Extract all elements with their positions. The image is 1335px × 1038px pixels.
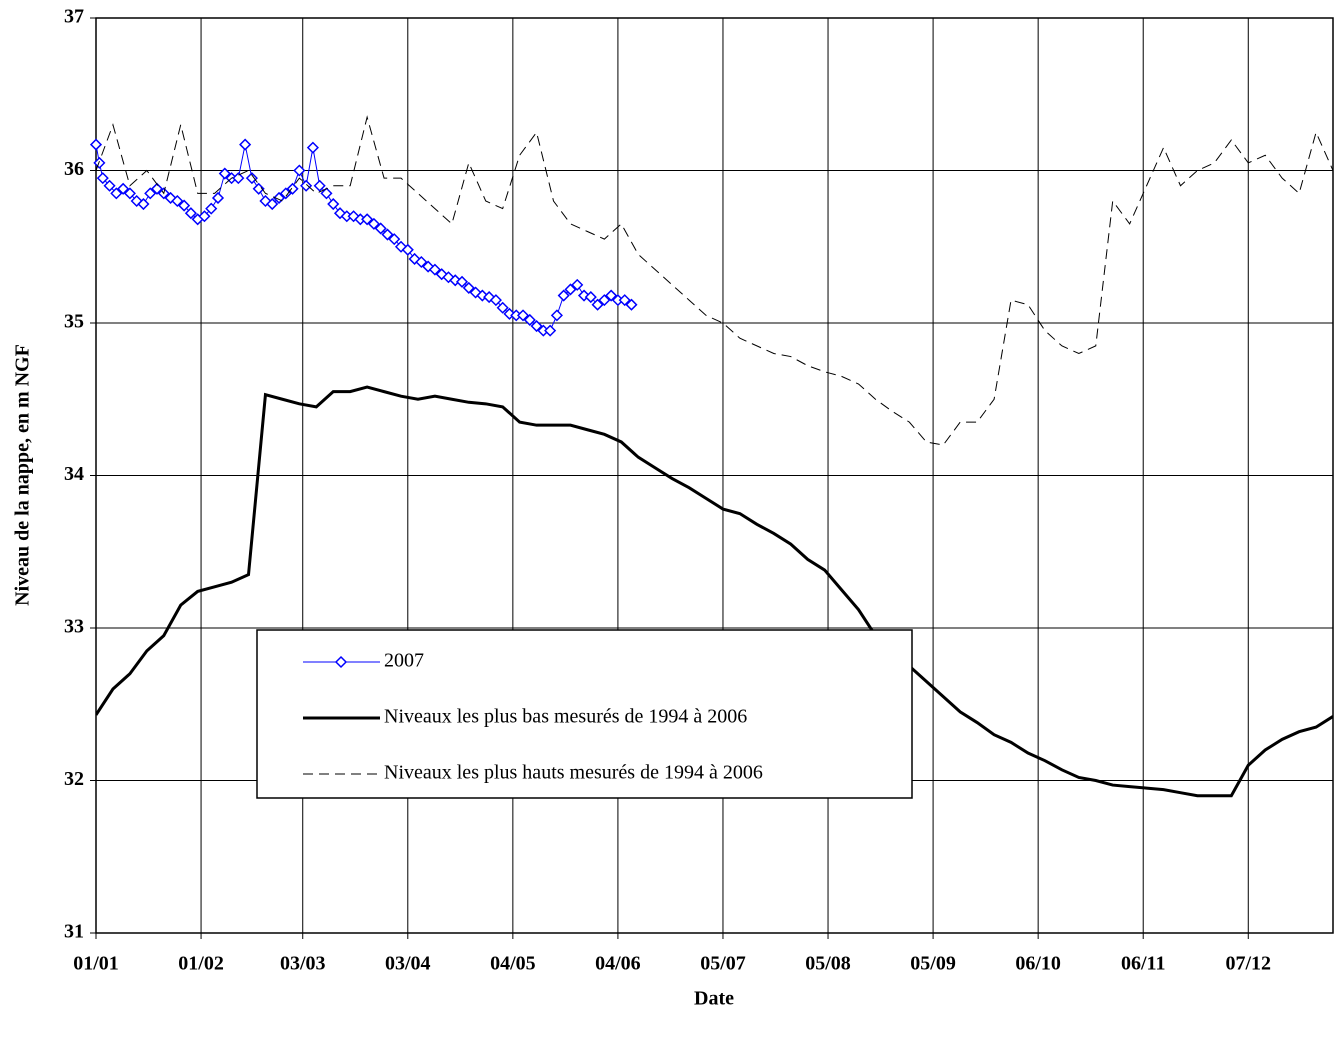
x-tick-label: 03/03 [280, 953, 326, 975]
legend-label: 2007 [384, 650, 424, 672]
data-point [198, 210, 211, 223]
data-point [544, 324, 557, 337]
x-tick-label: 04/06 [595, 953, 641, 975]
data-point [239, 138, 252, 151]
legend-box [256, 629, 913, 799]
data-point [333, 207, 347, 220]
x-tick-label: 07/12 [1225, 953, 1271, 975]
data-point [361, 213, 374, 226]
y-tick-label: 32 [64, 768, 84, 790]
x-tick-label: 01/01 [73, 953, 119, 975]
data-point [117, 182, 130, 195]
x-tick-label: 05/07 [700, 953, 746, 975]
y-tick-label: 34 [64, 463, 84, 485]
series-line [96, 144, 632, 332]
x-tick-label: 06/10 [1015, 953, 1061, 975]
data-point [577, 289, 591, 302]
data-point [605, 289, 618, 302]
x-axis-title: Date [694, 988, 734, 1010]
data-point [93, 156, 106, 169]
data-point [408, 252, 421, 266]
y-tick-label: 35 [64, 311, 84, 333]
y-axis-title: Niveau de la nappe, en m NGF [12, 344, 34, 606]
data-point [530, 319, 543, 333]
data-point [150, 182, 164, 195]
data-point [266, 197, 279, 211]
data-point [367, 217, 380, 230]
data-point [171, 194, 184, 208]
data-point [89, 138, 103, 151]
x-tick-label: 03/04 [385, 953, 431, 975]
data-point [286, 182, 299, 195]
data-point [394, 240, 408, 253]
data-point [300, 179, 313, 192]
data-point [455, 275, 469, 288]
data-point [564, 283, 577, 296]
data-point [516, 309, 530, 322]
data-point [103, 179, 116, 192]
series-line [96, 385, 1333, 798]
data-point [557, 289, 570, 302]
data-point [144, 187, 157, 200]
data-point [293, 164, 306, 177]
plot-frame [95, 17, 1334, 934]
data-point [550, 309, 563, 322]
data-point [571, 278, 584, 291]
data-point [374, 222, 387, 235]
data-point [205, 202, 218, 215]
x-tick-label: 05/08 [805, 953, 851, 975]
x-tick-label: 04/05 [490, 953, 536, 975]
data-point [137, 197, 150, 211]
x-tick-label: 05/09 [910, 953, 956, 975]
data-point [598, 294, 611, 307]
data-point [184, 207, 197, 220]
data-point [415, 255, 428, 269]
legend-label: Niveaux les plus hauts mesurés de 1994 à… [384, 762, 763, 784]
data-point [591, 298, 604, 311]
data-point [232, 172, 245, 185]
data-point [327, 197, 340, 211]
y-tick-label: 36 [64, 158, 84, 180]
legend-label: Niveaux les plus bas mesurés de 1994 à 2… [384, 706, 747, 728]
data-point [462, 281, 475, 294]
data-point [178, 199, 191, 212]
data-point [469, 286, 482, 299]
data-point [476, 289, 489, 302]
x-tick-label: 01/02 [178, 953, 224, 975]
data-point [96, 172, 109, 185]
series-line [96, 115, 1333, 446]
data-point [164, 191, 177, 205]
y-tick-label: 31 [64, 921, 84, 943]
data-point [110, 187, 123, 200]
data-point [313, 179, 326, 192]
data-point [584, 291, 597, 304]
data-point [320, 187, 333, 200]
data-point [401, 243, 414, 256]
data-point [428, 263, 441, 276]
legend: 2007 Niveaux les plus bas mesurés de 1994… [256, 629, 913, 799]
data-point [211, 191, 225, 205]
data-point [489, 294, 502, 307]
data-point [618, 294, 631, 307]
data-point [381, 228, 394, 241]
data-point [123, 187, 136, 200]
data-point [306, 141, 319, 154]
data-point [496, 301, 509, 314]
data-point [218, 167, 231, 180]
data-point [483, 291, 496, 304]
data-point [252, 182, 265, 195]
y-tick-label: 37 [64, 6, 84, 28]
data-point [625, 298, 638, 311]
y-tick-label: 33 [64, 616, 84, 638]
data-point [388, 233, 401, 246]
data-point [245, 172, 258, 185]
data-point [523, 313, 536, 327]
x-tick-label: 06/11 [1121, 953, 1165, 975]
legend-marker [334, 655, 348, 669]
